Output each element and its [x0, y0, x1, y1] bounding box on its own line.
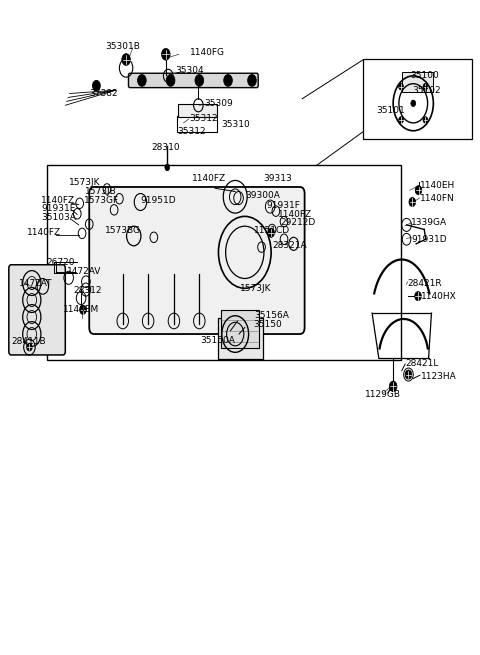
Circle shape: [415, 291, 421, 301]
Text: 1140FZ: 1140FZ: [27, 228, 61, 237]
Circle shape: [415, 185, 422, 195]
Text: 35309: 35309: [204, 100, 233, 109]
FancyBboxPatch shape: [129, 73, 258, 88]
Text: 26720: 26720: [46, 257, 75, 267]
Text: 35301B: 35301B: [105, 42, 140, 51]
Circle shape: [409, 197, 416, 206]
Circle shape: [93, 81, 100, 91]
Circle shape: [405, 370, 412, 379]
Circle shape: [165, 164, 169, 171]
Circle shape: [161, 48, 170, 60]
Text: 1140FG: 1140FG: [190, 48, 225, 58]
FancyBboxPatch shape: [402, 72, 433, 92]
FancyBboxPatch shape: [221, 310, 259, 348]
Text: 35103A: 35103A: [41, 213, 76, 222]
Circle shape: [399, 83, 404, 90]
Text: 1140FN: 1140FN: [420, 194, 454, 202]
Text: 1472AT: 1472AT: [19, 278, 52, 288]
Circle shape: [423, 117, 428, 123]
Text: 1140FZ: 1140FZ: [41, 196, 75, 204]
Text: 29212D: 29212D: [281, 218, 316, 227]
Circle shape: [80, 305, 86, 314]
Text: 35150A: 35150A: [201, 336, 236, 345]
Circle shape: [268, 228, 275, 237]
Circle shape: [195, 75, 204, 86]
Text: 1123HA: 1123HA: [421, 372, 456, 381]
Circle shape: [411, 100, 416, 107]
Text: 39300A: 39300A: [245, 191, 280, 200]
FancyBboxPatch shape: [178, 104, 216, 117]
Text: 28321A: 28321A: [273, 241, 307, 250]
Text: 35304: 35304: [175, 66, 204, 75]
FancyBboxPatch shape: [363, 59, 472, 139]
Text: 35156A: 35156A: [254, 311, 289, 320]
FancyBboxPatch shape: [9, 265, 65, 355]
Text: 1573BG: 1573BG: [105, 226, 141, 235]
Text: 91931E: 91931E: [41, 204, 76, 213]
Text: 35312: 35312: [190, 114, 218, 123]
Text: 28421L: 28421L: [405, 359, 439, 368]
Text: 1573JK: 1573JK: [240, 284, 272, 293]
Text: 91931D: 91931D: [411, 234, 447, 244]
Circle shape: [26, 343, 32, 351]
Text: 35102: 35102: [412, 86, 441, 96]
FancyBboxPatch shape: [218, 318, 264, 359]
Text: 35150: 35150: [253, 320, 282, 329]
Text: 1140EM: 1140EM: [63, 305, 99, 314]
Text: 1573JB: 1573JB: [85, 187, 117, 196]
Circle shape: [423, 83, 428, 90]
Text: 1129GB: 1129GB: [365, 390, 401, 399]
Text: 28421R: 28421R: [408, 278, 442, 288]
Circle shape: [166, 75, 175, 86]
Text: 39313: 39313: [263, 174, 292, 183]
FancyBboxPatch shape: [47, 165, 401, 360]
Text: 37382: 37382: [89, 89, 118, 98]
Text: 35312: 35312: [178, 127, 206, 136]
Text: 28312: 28312: [73, 286, 102, 295]
Text: 1140EH: 1140EH: [420, 181, 455, 189]
Circle shape: [248, 75, 256, 86]
Text: 1140HX: 1140HX: [421, 291, 456, 301]
Text: 1140FZ: 1140FZ: [192, 174, 226, 183]
Text: 1573GF: 1573GF: [84, 196, 119, 204]
Text: 1339GA: 1339GA: [411, 218, 447, 227]
Text: 91951D: 91951D: [141, 196, 176, 204]
Circle shape: [399, 117, 404, 123]
Text: 1151CD: 1151CD: [254, 226, 290, 235]
Text: 28411B: 28411B: [11, 337, 46, 346]
Text: 1140FZ: 1140FZ: [278, 210, 312, 219]
Circle shape: [138, 75, 146, 86]
FancyBboxPatch shape: [177, 117, 216, 132]
Text: 35101: 35101: [376, 106, 405, 115]
Text: 35310: 35310: [221, 121, 250, 130]
Circle shape: [122, 54, 131, 66]
Circle shape: [389, 381, 397, 392]
Text: 28310: 28310: [152, 143, 180, 152]
Text: 1472AV: 1472AV: [67, 267, 101, 276]
Text: 35100: 35100: [410, 71, 439, 81]
Text: 91931F: 91931F: [266, 202, 300, 210]
Circle shape: [224, 75, 232, 86]
Text: 1573JK: 1573JK: [69, 178, 100, 187]
FancyBboxPatch shape: [89, 187, 305, 334]
